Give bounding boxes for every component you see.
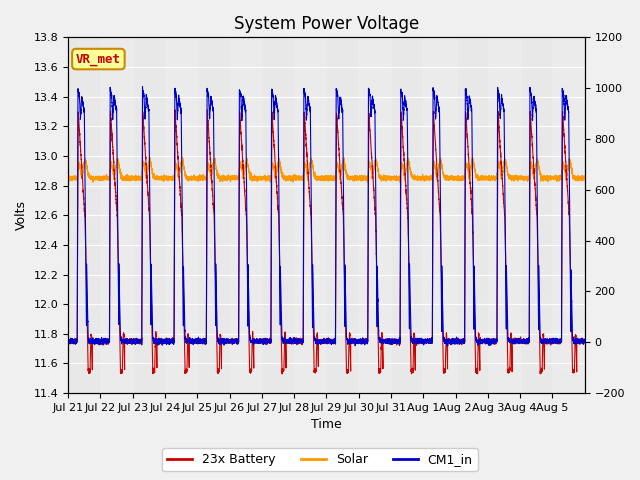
Text: VR_met: VR_met — [76, 52, 121, 66]
Bar — [488, 37, 520, 393]
Legend: 23x Battery, Solar, CM1_in: 23x Battery, Solar, CM1_in — [163, 448, 477, 471]
Bar — [230, 37, 262, 393]
Y-axis label: Volts: Volts — [15, 200, 28, 230]
Bar — [100, 37, 132, 393]
Title: System Power Voltage: System Power Voltage — [234, 15, 419, 33]
Bar — [165, 37, 197, 393]
Bar — [359, 37, 391, 393]
X-axis label: Time: Time — [311, 419, 342, 432]
Bar — [552, 37, 585, 393]
Bar — [423, 37, 456, 393]
Bar — [294, 37, 326, 393]
